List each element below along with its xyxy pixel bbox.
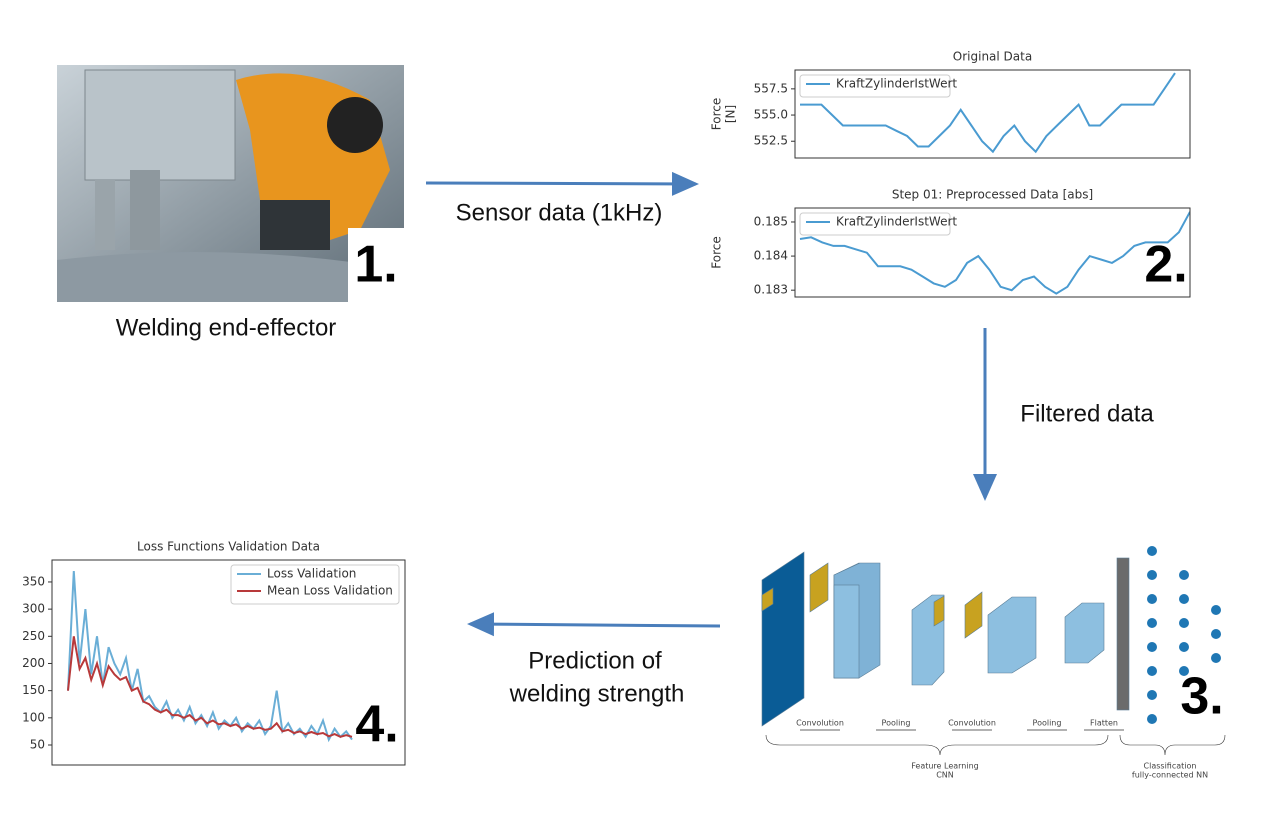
stage-label: Pooling <box>1033 719 1062 728</box>
arrow <box>467 612 721 637</box>
stage-label: Pooling <box>882 719 911 728</box>
edge-label: Prediction of <box>528 647 662 674</box>
cnn-illustration <box>761 546 1226 756</box>
edge-label: welding strength <box>509 680 685 707</box>
legend-label: Mean Loss Validation <box>267 584 393 598</box>
group-label: Classification <box>1144 762 1197 771</box>
stage-label: Convolution <box>948 719 996 728</box>
group-label: Feature Learning <box>911 762 979 771</box>
caption: Welding end-effector <box>116 314 337 341</box>
legend-label: Loss Validation <box>267 567 356 581</box>
legend-label: KraftZylinderIstWert <box>836 215 957 229</box>
group-sublabel: CNN <box>936 771 954 780</box>
arrow <box>425 171 699 196</box>
badge: 4. <box>355 696 398 754</box>
badge: 2. <box>1144 236 1187 294</box>
y-tick-label: 0.183 <box>754 283 788 297</box>
y-tick-label: 350 <box>22 574 45 588</box>
y-tick-label: 100 <box>22 710 45 724</box>
y-tick-label: 150 <box>22 683 45 697</box>
plot-frame <box>794 69 1191 159</box>
plot-frame <box>794 207 1191 298</box>
y-axis-label: [N] <box>724 105 738 123</box>
y-tick-label: 300 <box>22 602 45 616</box>
data-line <box>800 72 1176 154</box>
group-sublabel: fully-connected NN <box>1132 771 1208 780</box>
legend-label: KraftZylinderIstWert <box>836 77 957 91</box>
plot-frame <box>51 559 406 766</box>
y-tick-label: 0.185 <box>754 214 788 228</box>
y-tick-label: 557.5 <box>754 81 788 95</box>
data-line <box>67 636 353 738</box>
stage-label: Convolution <box>796 719 844 728</box>
y-tick-label: 50 <box>30 738 45 752</box>
photo <box>57 65 404 302</box>
y-tick-label: 200 <box>22 656 45 670</box>
data-line <box>799 211 1190 295</box>
y-axis-label: Force <box>710 98 724 130</box>
edge-label: Sensor data (1kHz) <box>456 199 663 226</box>
y-tick-label: 555.0 <box>754 108 788 122</box>
stage-label: Flatten <box>1090 719 1118 728</box>
y-tick-label: 552.5 <box>754 134 788 148</box>
edge-label: Filtered data <box>1020 400 1154 427</box>
y-axis-label: Force <box>710 236 724 268</box>
chart-title: Loss Functions Validation Data <box>137 540 320 554</box>
y-tick-label: 0.184 <box>754 249 788 263</box>
badge: 1. <box>354 236 397 294</box>
y-tick-label: 250 <box>22 629 45 643</box>
legend-box <box>799 212 951 236</box>
badge: 3. <box>1180 668 1223 726</box>
chart-title: Step 01: Preprocessed Data [abs] <box>892 188 1093 202</box>
badge-bg <box>1172 680 1230 722</box>
legend-box <box>799 74 951 98</box>
legend-box <box>230 564 400 605</box>
chart-title: Original Data <box>953 50 1032 64</box>
data-line <box>67 571 353 743</box>
